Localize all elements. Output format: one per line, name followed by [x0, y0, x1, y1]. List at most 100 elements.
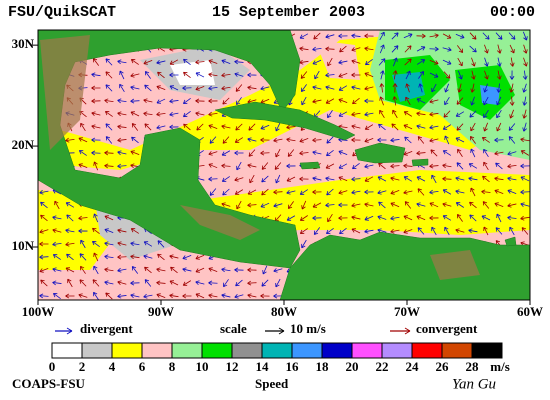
wind-arrow: [144, 279, 152, 287]
wind-arrow: [157, 253, 165, 261]
wind-arrow: [235, 84, 243, 92]
colorbar-swatch: [381, 342, 413, 359]
wind-arrow: [326, 188, 334, 196]
wind-arrow: [91, 72, 101, 78]
wind-arrow: [299, 150, 309, 156]
wind-arrow: [429, 98, 439, 104]
wind-arrow: [470, 96, 475, 106]
terrain: [40, 35, 480, 280]
wind-arrow: [183, 123, 191, 131]
wind-arrow: [66, 253, 74, 261]
wind-arrow: [429, 202, 439, 208]
wind-arrow: [338, 85, 348, 91]
wind-arrow: [247, 280, 257, 286]
wind-arrow: [286, 137, 296, 143]
wind-arrow: [444, 96, 450, 106]
wind-arrow: [80, 265, 86, 274]
wind-arrow: [117, 59, 127, 65]
wind-arrow: [275, 278, 281, 288]
wind-arrow: [131, 136, 139, 144]
wind-arrow: [143, 98, 153, 104]
wind-arrow: [313, 32, 321, 40]
wind-arrow: [300, 71, 308, 79]
lon-tick-label: 90W: [148, 304, 174, 319]
wind-arrow: [455, 137, 465, 143]
wind-arrow: [496, 70, 502, 80]
wind-arrow: [377, 176, 387, 182]
wind-arrow: [195, 98, 205, 104]
wind-arrow: [169, 59, 179, 65]
wind-arrow: [273, 203, 283, 208]
wind-arrow: [299, 59, 309, 65]
wind-arrow: [364, 111, 374, 117]
wind-arrow: [117, 254, 127, 260]
wind-arrow: [182, 267, 192, 273]
wind-arrow: [365, 59, 373, 66]
wind-arrow: [104, 241, 114, 247]
wind-arrow: [78, 163, 88, 168]
wind-arrow: [507, 215, 517, 221]
wind-arrow: [364, 46, 374, 52]
wind-arrow: [429, 124, 439, 130]
wind-arrow: [494, 150, 504, 156]
date-title: 15 September 2003: [212, 4, 365, 21]
wind-arrow: [183, 71, 191, 79]
wind-arrow: [273, 189, 283, 195]
wind-arrow: [65, 267, 75, 273]
wind-arrow: [364, 85, 374, 91]
wind-arrow: [234, 189, 244, 195]
wind-arrow: [117, 111, 127, 117]
colorbar-tick-label: 10: [196, 359, 209, 374]
wind-arrow: [117, 137, 127, 143]
wind-arrow: [403, 215, 413, 221]
wind-arrow: [468, 176, 478, 182]
wind-arrow: [390, 202, 400, 208]
wind-arrow: [78, 137, 88, 143]
wind-arrow: [364, 163, 374, 169]
wind-arrow: [456, 162, 464, 170]
wind-arrow: [93, 213, 99, 223]
wind-arrow: [378, 123, 386, 131]
wind-arrow: [351, 33, 361, 39]
convergent-arrowhead: [404, 327, 411, 335]
wind-arrow: [105, 84, 113, 92]
wind-arrow: [79, 279, 87, 287]
wind-arrow: [119, 83, 125, 93]
wind-arrow: [261, 188, 269, 196]
wind-arrow: [93, 265, 99, 275]
wind-arrow: [520, 176, 530, 182]
wind-arrow: [403, 176, 413, 182]
wind-arrow: [496, 96, 502, 106]
wind-arrow: [247, 72, 257, 78]
wind-arrow: [39, 229, 49, 234]
wind-arrow: [130, 254, 140, 260]
wind-arrow: [182, 293, 192, 299]
wind-arrow: [275, 122, 281, 132]
wind-arrow: [39, 268, 49, 273]
wind-arrow: [117, 267, 127, 273]
wind-arrow: [391, 123, 399, 131]
wind-arrow: [39, 241, 49, 247]
wind-arrow: [482, 175, 490, 183]
wind-arrow: [79, 253, 87, 261]
wind-arrow: [495, 227, 503, 235]
wind-arrow: [195, 59, 205, 65]
wind-arrow: [521, 227, 529, 235]
colorbar-tick-label: 16: [286, 359, 300, 374]
wind-arrow: [117, 280, 127, 285]
wind-arrow: [494, 137, 504, 143]
wind-arrow: [156, 267, 166, 273]
wind-arrow: [507, 176, 517, 182]
wind-arrow: [105, 292, 113, 300]
wind-arrow: [67, 278, 73, 288]
wind-arrow: [130, 72, 140, 78]
wind-arrow: [484, 57, 489, 67]
wind-arrow: [65, 228, 75, 234]
wind-arrow: [338, 176, 348, 182]
wind-arrow: [249, 174, 255, 184]
wind-arrow: [234, 294, 244, 299]
wind-arrow: [312, 46, 322, 52]
wind-arrow: [327, 213, 333, 223]
wind-arrow: [483, 109, 489, 119]
colorbar-swatch: [231, 342, 263, 359]
